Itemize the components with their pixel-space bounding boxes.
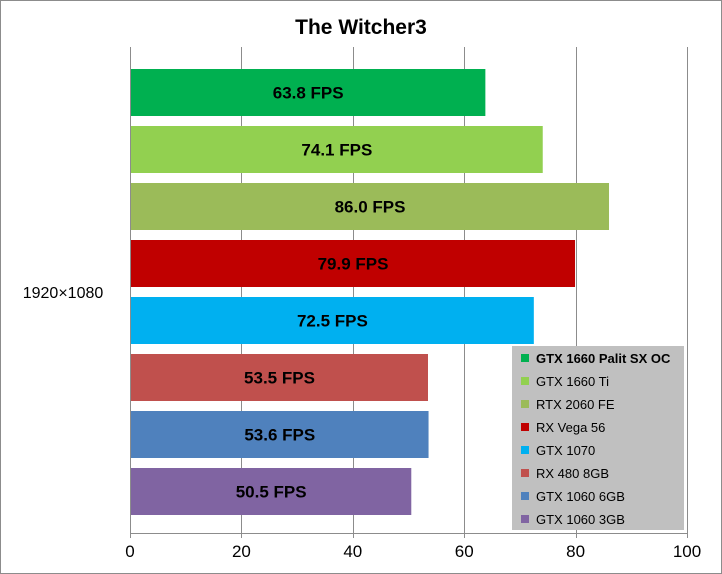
category-label: 1920×1080	[23, 285, 104, 302]
legend-swatch	[521, 354, 529, 362]
bar-data-label: 79.9 FPS	[318, 255, 389, 274]
legend-entry: GTX 1660 Palit SX OC	[536, 351, 671, 366]
x-tick-label: 20	[232, 542, 251, 561]
bar-data-label: 74.1 FPS	[301, 141, 372, 160]
bar-data-label: 72.5 FPS	[297, 312, 368, 331]
x-tick-label: 80	[566, 542, 585, 561]
bar	[131, 297, 534, 344]
legend-swatch	[521, 469, 529, 477]
bar	[131, 183, 610, 230]
legend-swatch	[521, 400, 529, 408]
bar	[131, 411, 429, 458]
bar-data-label: 86.0 FPS	[335, 198, 406, 217]
x-tick-label: 60	[455, 542, 474, 561]
legend-entry: GTX 1060 3GB	[536, 512, 625, 527]
legend-entry: RTX 2060 FE	[536, 397, 615, 412]
bars: 63.8 FPS 74.1 FPS 86.0 FPS 79.9 FPS 72.5 FPS…	[131, 69, 610, 515]
x-tick-label: 40	[343, 542, 362, 561]
bar-data-label: 53.5 FPS	[244, 369, 315, 388]
x-tick-label: 100	[673, 542, 701, 561]
bar	[131, 126, 543, 173]
legend-entry: GTX 1070	[536, 443, 595, 458]
legend-entry: RX 480 8GB	[536, 466, 609, 481]
legend: GTX 1660 Palit SX OC GTX 1660 Ti RTX 2060 …	[512, 346, 684, 530]
bar-data-label: 53.6 FPS	[244, 426, 315, 445]
bar	[131, 69, 486, 116]
legend-swatch	[521, 446, 529, 454]
bar	[131, 468, 412, 515]
legend-swatch	[521, 492, 529, 500]
x-tick-label: 0	[125, 542, 134, 561]
bar-data-label: 50.5 FPS	[236, 483, 307, 502]
chart-title: The Witcher3	[295, 16, 427, 39]
x-axis-ticks: 0 20 40 60 80 100	[125, 533, 701, 561]
bar-data-label: 63.8 FPS	[273, 84, 344, 103]
legend-swatch	[521, 377, 529, 385]
legend-swatch	[521, 423, 529, 431]
bar	[131, 354, 428, 401]
legend-entry: GTX 1060 6GB	[536, 489, 625, 504]
legend-box	[512, 346, 684, 530]
legend-entry: RX Vega 56	[536, 420, 605, 435]
legend-swatch	[521, 515, 529, 523]
bar	[131, 240, 576, 287]
legend-entry: GTX 1660 Ti	[536, 374, 609, 389]
